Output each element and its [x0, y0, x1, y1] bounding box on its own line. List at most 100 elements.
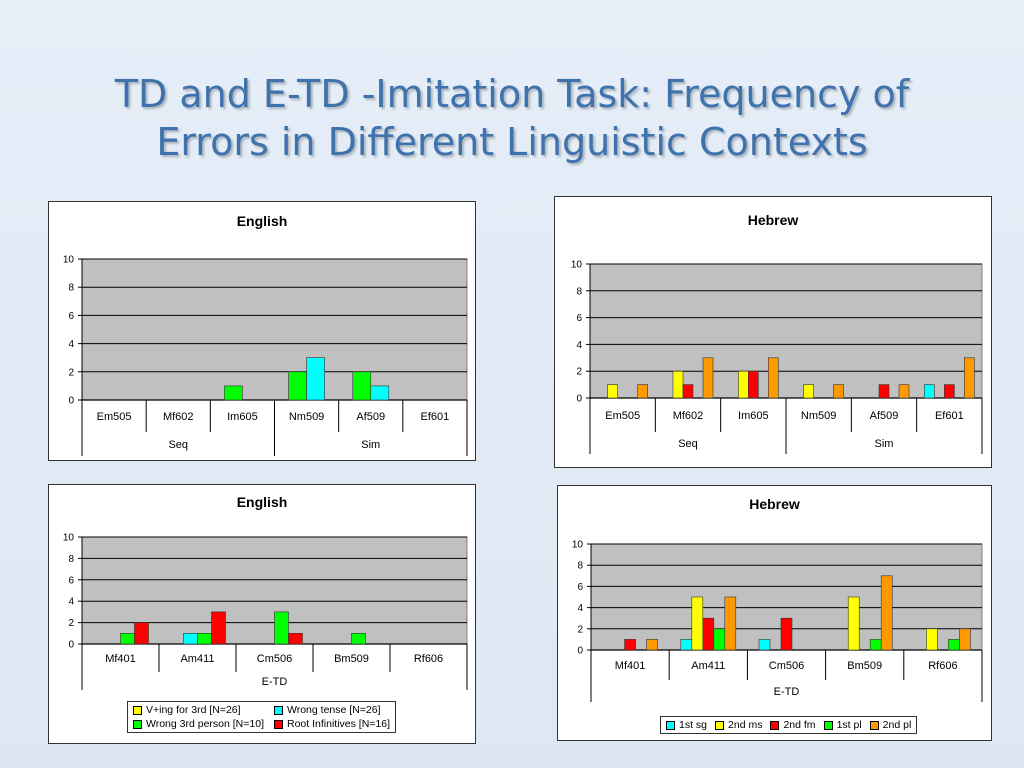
y-tick-label: 2	[577, 624, 583, 635]
y-tick-label: 4	[577, 603, 583, 614]
legend-item: Wrong tense [N=26]	[274, 704, 390, 716]
category-label: Em505	[97, 411, 132, 423]
legend-item: 2nd pl	[869, 719, 911, 731]
legend-swatch	[869, 720, 879, 730]
legend-label: 2nd ms	[728, 719, 763, 731]
bar-af509-1	[352, 371, 372, 401]
group-label: Sim	[875, 438, 894, 450]
y-tick-label: 10	[572, 540, 584, 551]
category-label: Mf602	[163, 411, 194, 423]
chart-title: English	[237, 494, 288, 510]
legend-swatch	[133, 719, 142, 729]
bar-am411-3	[713, 628, 726, 651]
category-label: Mf401	[105, 653, 136, 665]
category-label: Im605	[738, 410, 769, 422]
legend-label: 1st sg	[679, 719, 708, 731]
group-label: E-TD	[262, 676, 288, 688]
bar-nm509-1	[803, 384, 814, 399]
group-label: Sim	[361, 439, 380, 451]
y-tick-label: 0	[68, 396, 74, 407]
category-label: Nm509	[801, 410, 836, 422]
category-label: Am411	[691, 660, 725, 672]
bar-mf602-4	[702, 357, 714, 399]
bar-am411-2	[197, 633, 212, 645]
bar-af509-4	[898, 384, 910, 399]
english-seq-sim-chart-svg: English 0 2 4 6 8 10 Em505 Mf602 Im605 Nm509 Af509 E…	[63, 213, 468, 456]
y-tick-label: 6	[577, 582, 583, 593]
y-tick-label: 6	[576, 313, 582, 324]
y-tick-label: 4	[68, 597, 74, 608]
category-label: Bm509	[847, 660, 882, 672]
y-tick-label: 0	[68, 640, 74, 651]
category-label: Nm509	[289, 411, 324, 423]
bar-cm506-2	[780, 617, 793, 651]
category-label: Ef601	[935, 410, 964, 422]
legend-swatch	[133, 705, 142, 715]
slide-title: TD and E-TD -Imitation Task: Frequency o…	[0, 70, 1024, 166]
bar-cm506-0	[758, 639, 771, 651]
bar-bm509-1	[847, 596, 860, 651]
legend-item: 1st pl	[823, 719, 862, 731]
bar-nm509-4	[833, 384, 844, 399]
y-tick-label: 10	[571, 260, 583, 271]
y-tick-label: 8	[576, 286, 582, 297]
bar-af509-2	[878, 384, 890, 399]
y-tick-label: 2	[68, 618, 74, 629]
legend-label: 2nd fm	[783, 719, 816, 731]
legend-swatch	[274, 705, 283, 715]
category-label: Am411	[180, 653, 214, 665]
y-tick-label: 10	[63, 533, 75, 544]
category-label: Im605	[227, 411, 258, 423]
bar-am411-2	[702, 617, 715, 651]
y-tick-label: 6	[68, 575, 74, 586]
legend-item: V+ing for 3rd [N=26]	[133, 704, 264, 716]
y-tick-label: 10	[63, 255, 75, 266]
legend-item: 2nd fm	[770, 719, 816, 731]
y-tick-label: 8	[68, 554, 74, 565]
hebrew-etd-legend: 1st sg 2nd ms 2nd fm 1st pl 2nd pl	[660, 716, 918, 734]
legend-label: 1st pl	[836, 719, 862, 731]
legend-swatch	[715, 720, 725, 730]
bar-im605-1	[738, 370, 749, 399]
category-label: Cm506	[769, 660, 804, 672]
bar-rf606-3	[948, 639, 960, 651]
bar-rf606-4	[959, 628, 971, 651]
category-label: Mf602	[673, 410, 704, 422]
bar-am411-1	[183, 633, 198, 645]
y-tick-label: 4	[576, 340, 582, 351]
plot-area	[81, 258, 468, 401]
chart-title: English	[237, 213, 288, 229]
bar-am411-4	[724, 596, 737, 651]
english-etd-legend: V+ing for 3rd [N=26] Wrong tense [N=26] Wr…	[127, 701, 397, 733]
slide-title-line-2: Errors in Different Linguistic Contexts	[156, 120, 868, 164]
bar-mf602-1	[672, 370, 684, 399]
y-tick-label: 4	[68, 339, 74, 350]
y-tick-label: 6	[68, 311, 74, 322]
hebrew-etd-chart-svg: Hebrew 0 2 4 6 8 10 Mf401 Am411 Cm506 Bm509 Rf606 E-…	[572, 496, 983, 702]
legend-label: Root Infinitives [N=16]	[287, 718, 391, 730]
legend-label: V+ing for 3rd [N=26]	[146, 704, 241, 716]
category-label: Af509	[870, 410, 899, 422]
category-label: Em505	[605, 410, 640, 422]
bar-mf401-2	[120, 633, 135, 645]
chart-title: Hebrew	[749, 496, 800, 512]
bar-im605-2	[748, 370, 759, 399]
plot-area	[589, 263, 983, 399]
bar-mf602-2	[682, 384, 694, 399]
bar-cm506-2	[274, 611, 289, 645]
bar-im605-4	[768, 357, 779, 399]
english-etd-chart-svg: English 0 2 4 6 8 10 Mf401 Am411 Cm506 Bm509 Rf606 E…	[63, 494, 468, 690]
legend-item: Wrong 3rd person [N=10]	[133, 718, 264, 730]
english-etd-chart: English 0 2 4 6 8 10 Mf401 Am411 Cm506 Bm509 Rf606 E…	[48, 484, 476, 744]
hebrew-seq-sim-chart: Hebrew 0 2 4 6 8 10 Em505 Mf602 Im605 Nm509 Af509 Ef…	[554, 196, 992, 468]
y-tick-label: 2	[576, 367, 582, 378]
legend-item: Root Infinitives [N=16]	[274, 718, 390, 730]
y-tick-label: 8	[577, 561, 583, 572]
bar-ef601-0	[924, 384, 935, 399]
legend-label: Wrong tense [N=26]	[287, 704, 381, 716]
group-label: E-TD	[774, 686, 800, 698]
group-label: Seq	[678, 438, 698, 450]
category-label: Ef601	[421, 411, 450, 423]
bar-af509-2	[370, 385, 390, 401]
legend-swatch	[823, 720, 833, 730]
